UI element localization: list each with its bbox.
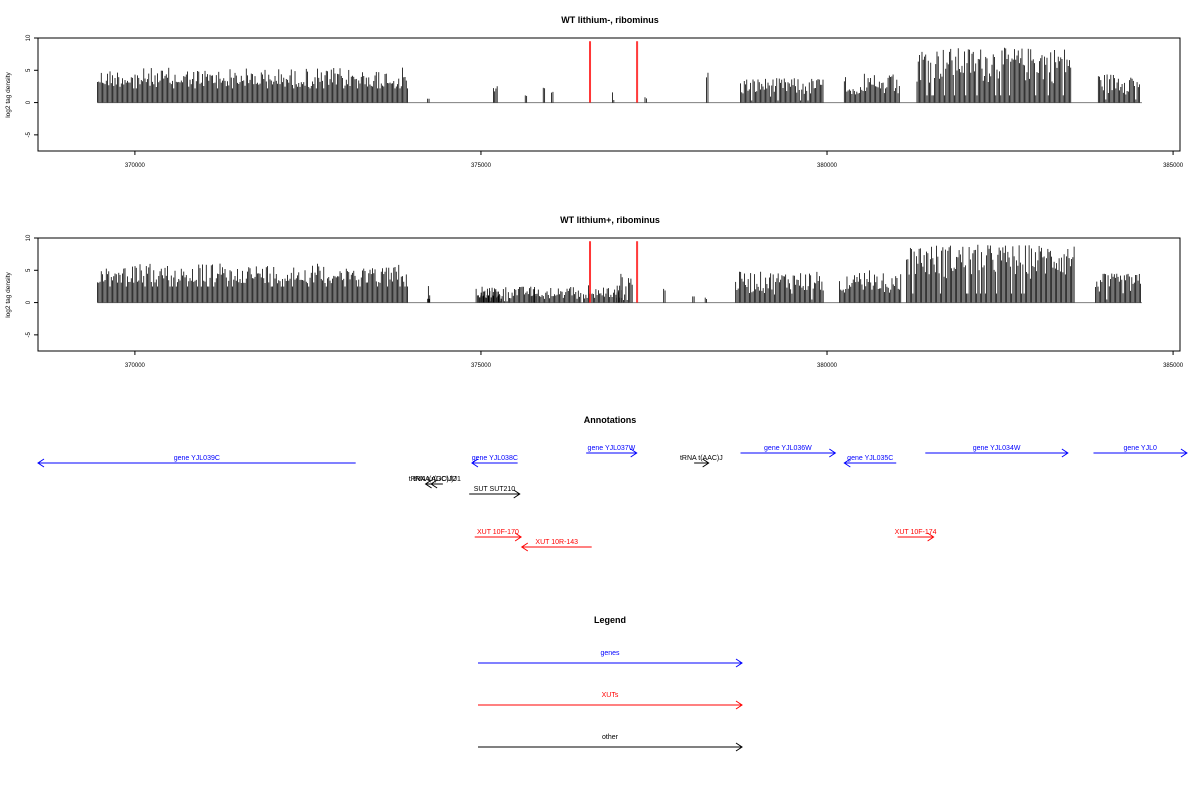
annotation-gene: gene YJL037W bbox=[586, 445, 638, 458]
annotation-gene: gene YJL038C bbox=[471, 455, 518, 468]
legend-label: genes bbox=[600, 650, 620, 657]
legend-arrowhead bbox=[735, 700, 743, 710]
annotation-arrowhead bbox=[513, 489, 521, 499]
annotation-label: gene YJL037W bbox=[588, 445, 636, 452]
y-tick-label: 5 bbox=[26, 268, 32, 272]
annotation-label: gene YJL035C bbox=[847, 455, 893, 462]
annotation-arrowhead bbox=[702, 458, 710, 468]
panel-title: WT lithium-, ribominus bbox=[561, 15, 659, 25]
y-axis-label: log2 tag density bbox=[5, 71, 12, 117]
annotation-label: XUT 10R-143 bbox=[535, 539, 578, 546]
y-tick-label: 0 bbox=[26, 300, 32, 304]
plot-frame bbox=[37, 37, 1181, 152]
annotation-label: SUT SUT210 bbox=[474, 486, 516, 493]
annotation-gene: gene YJL035C bbox=[843, 455, 897, 468]
annotation-label: XUT 10F-174 bbox=[895, 529, 937, 536]
annotation-arrowhead bbox=[829, 448, 837, 458]
annotation-other: tRNA t(AAC)J bbox=[680, 455, 723, 468]
annotation-other: SUT SUT210 bbox=[469, 486, 521, 499]
annotation-gene: gene YJL039C bbox=[37, 455, 356, 468]
annotation-gene: gene YJL0 bbox=[1093, 445, 1188, 458]
y-tick-label: 10 bbox=[26, 234, 32, 241]
density-series bbox=[97, 244, 1141, 303]
annotation-arrowhead bbox=[927, 532, 935, 542]
annotation-arrowhead bbox=[424, 479, 432, 489]
x-tick-label: 380000 bbox=[817, 163, 838, 169]
y-tick-label: 10 bbox=[26, 34, 32, 41]
panel-title: WT lithium+, ribominus bbox=[560, 215, 660, 225]
annotation-gene: gene YJL034W bbox=[925, 445, 1069, 458]
x-tick-label: 375000 bbox=[471, 363, 492, 369]
annotations-panel: Annotations gene YJL039C gene YJL038C gene… bbox=[37, 415, 1188, 552]
annotation-arrowhead bbox=[1180, 448, 1188, 458]
legend-item-gene: genes bbox=[478, 650, 743, 668]
x-tick-label: 380000 bbox=[817, 363, 838, 369]
annotation-label: tRNA t(AAC)J bbox=[680, 455, 723, 462]
legend-label: XUTs bbox=[602, 692, 619, 699]
panel-wt-lithium-minus: WT lithium-, ribominus log2 tag density … bbox=[5, 15, 1184, 169]
highlight-series bbox=[589, 41, 639, 103]
x-tick-label: 370000 bbox=[125, 163, 146, 169]
legend-label: other bbox=[602, 734, 619, 741]
annotation-xut: XUT 10F-174 bbox=[895, 529, 937, 542]
annotation-arrowhead bbox=[514, 532, 523, 542]
annotation-xut: XUT 10R-143 bbox=[520, 539, 592, 552]
annotation-label: tRNA t(AGC)J2 bbox=[409, 476, 457, 483]
x-tick-label: 385000 bbox=[1163, 163, 1184, 169]
annotation-arrowhead bbox=[471, 458, 479, 468]
y-tick-label: 0 bbox=[26, 100, 32, 104]
annotation-arrowhead bbox=[843, 458, 851, 468]
x-tick-label: 375000 bbox=[471, 163, 492, 169]
annotation-arrowhead bbox=[37, 458, 45, 468]
x-tick-label: 385000 bbox=[1163, 363, 1184, 369]
legend-panel: Legend genes XUTs other bbox=[478, 615, 743, 752]
legend-arrowhead bbox=[735, 742, 743, 752]
plot-frame bbox=[37, 237, 1181, 352]
annotation-arrowhead bbox=[630, 448, 638, 458]
annotation-gene: gene YJL036W bbox=[740, 445, 837, 458]
legend-title: Legend bbox=[594, 615, 626, 625]
y-tick-label: -5 bbox=[26, 332, 32, 338]
y-tick-label: -5 bbox=[26, 132, 32, 138]
annotation-label: gene YJL038C bbox=[472, 455, 518, 462]
annotation-xut: XUT 10F-170 bbox=[474, 529, 523, 542]
annotation-label: gene YJL039C bbox=[174, 455, 220, 462]
annotation-label: gene YJL036W bbox=[764, 445, 812, 452]
y-axis-label: log2 tag density bbox=[5, 271, 12, 317]
annotation-label: XUT 10F-170 bbox=[477, 529, 519, 536]
annotation-arrowhead bbox=[520, 542, 529, 552]
highlight-series bbox=[589, 241, 639, 303]
legend-arrowhead bbox=[735, 658, 743, 668]
y-tick-label: 5 bbox=[26, 68, 32, 72]
annotation-arrowhead bbox=[1061, 448, 1069, 458]
annotation-label: gene YJL0 bbox=[1124, 445, 1157, 452]
density-series bbox=[97, 47, 1140, 103]
x-tick-label: 370000 bbox=[125, 363, 146, 369]
annotation-other: tRNA r(UCU)J1 bbox=[413, 476, 461, 489]
legend-item-other: other bbox=[478, 734, 743, 752]
annotations-title: Annotations bbox=[584, 415, 637, 425]
legend-item-xut: XUTs bbox=[478, 692, 743, 710]
annotation-label: tRNA r(UCU)J1 bbox=[413, 476, 461, 483]
annotation-label: gene YJL034W bbox=[973, 445, 1021, 452]
panel-wt-lithium-plus: WT lithium+, ribominus log2 tag density … bbox=[5, 215, 1184, 369]
annotation-arrowhead bbox=[430, 479, 438, 489]
